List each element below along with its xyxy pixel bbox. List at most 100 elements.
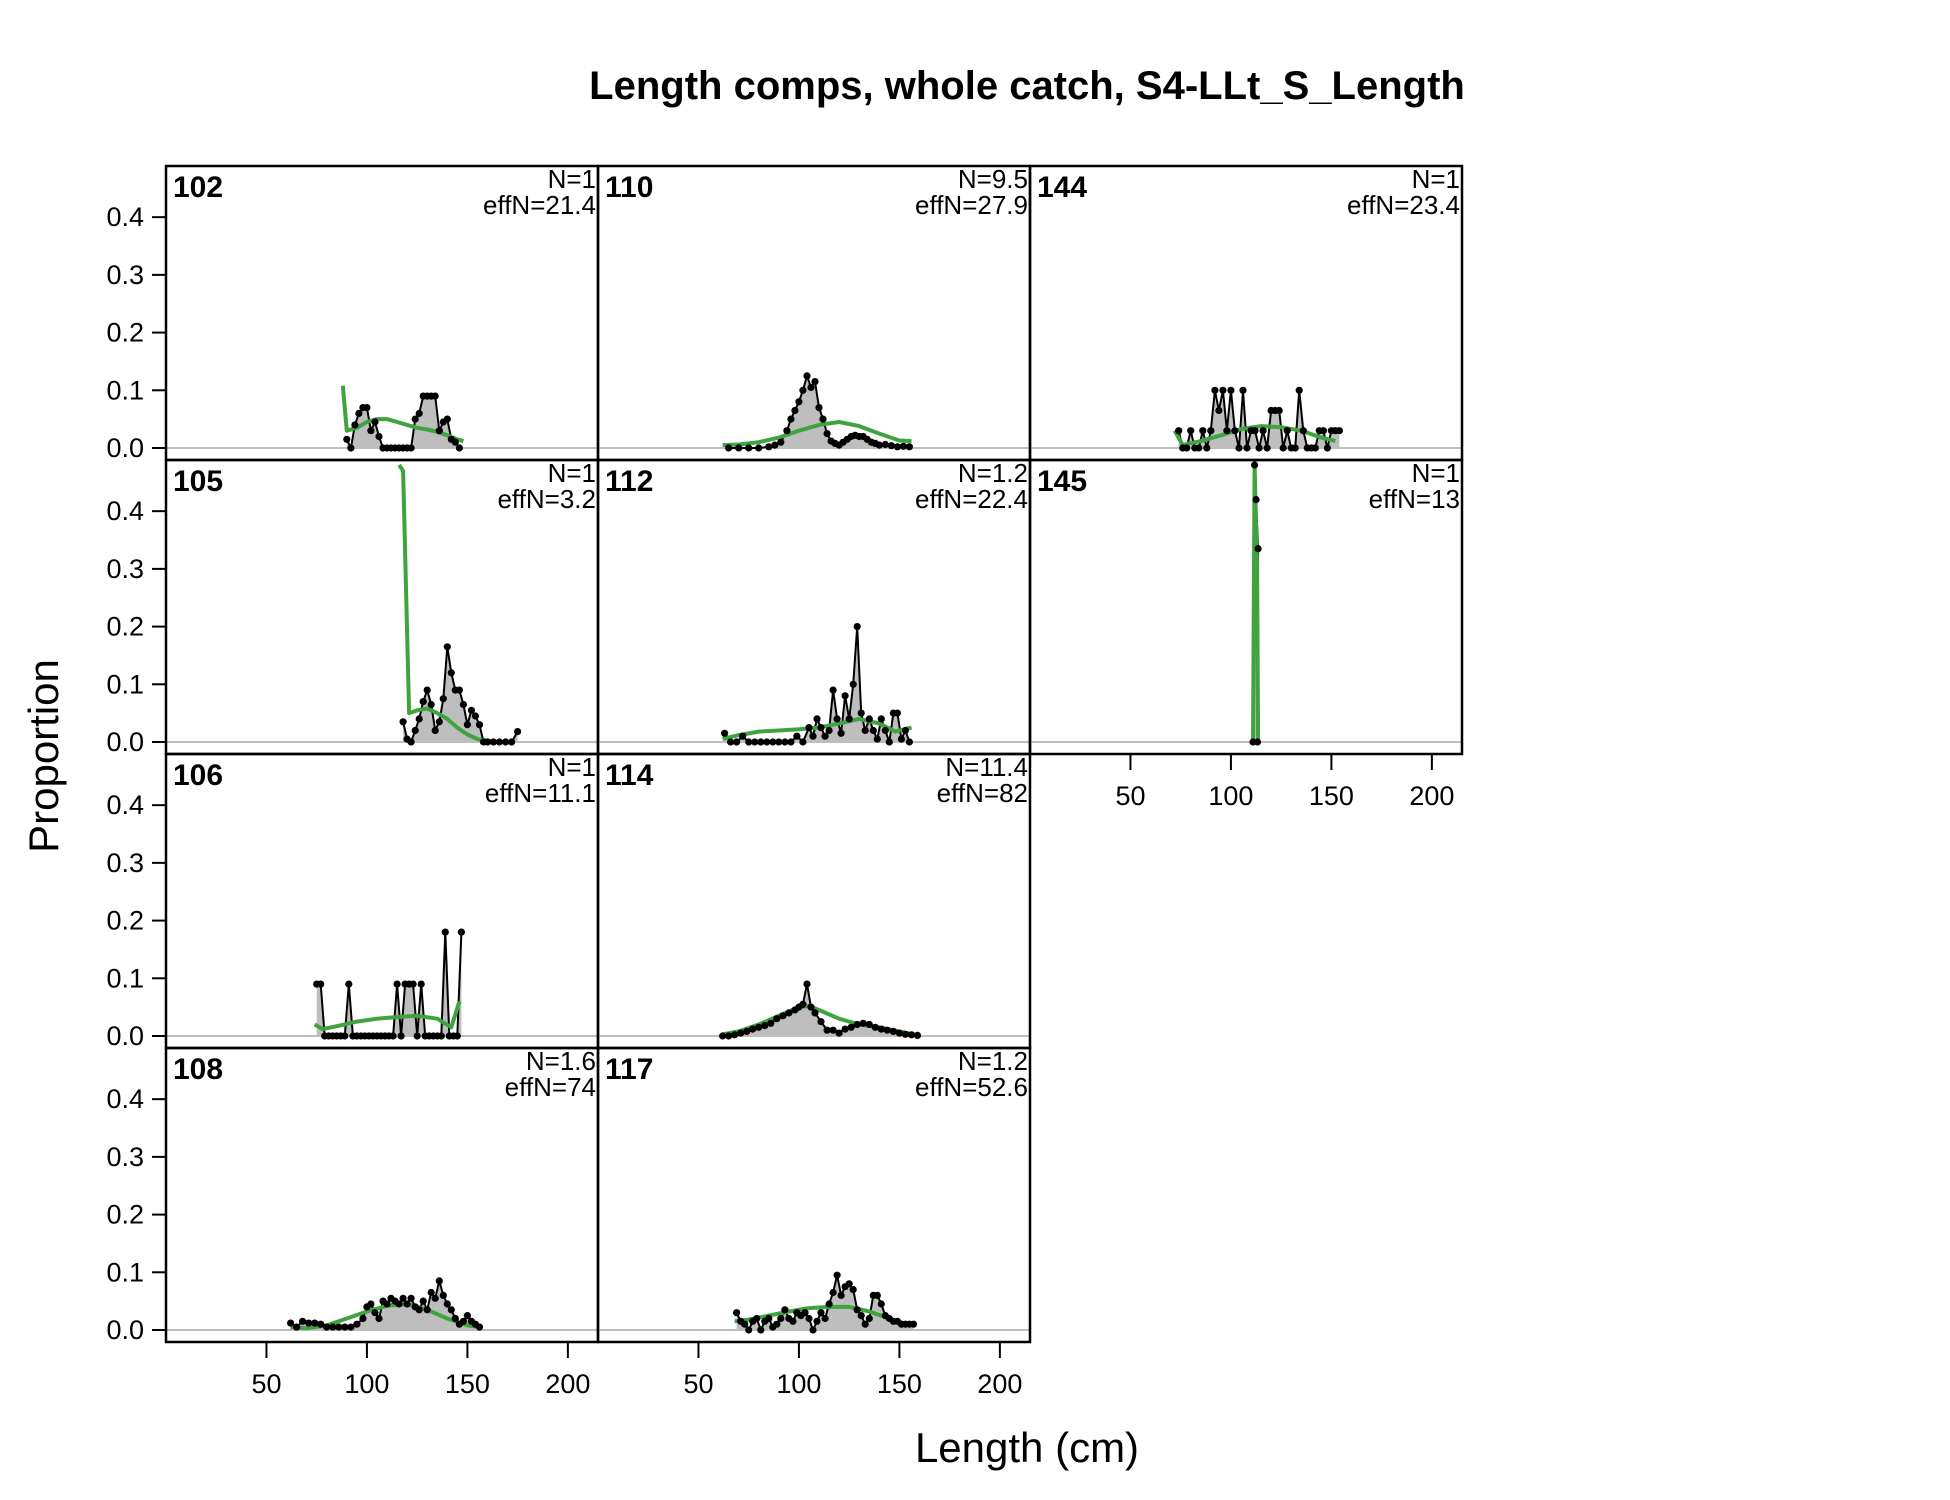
- panel-n: N=1.2: [958, 1046, 1028, 1076]
- panel-label: 108: [173, 1053, 223, 1086]
- observed-point: [779, 1012, 787, 1020]
- y-axis-title: Proportion: [20, 659, 67, 853]
- observed-point: [1259, 427, 1267, 435]
- panel-effn: effN=82: [937, 778, 1028, 808]
- y-tick-label: 0.0: [106, 433, 144, 463]
- observed-point: [859, 1019, 867, 1027]
- observed-point: [495, 738, 504, 746]
- observed-point: [439, 695, 447, 703]
- expected-line: [1251, 463, 1261, 743]
- observed-point: [415, 715, 423, 723]
- observed-point: [1211, 386, 1219, 394]
- observed-point: [329, 1323, 337, 1331]
- panel-n: N=11.4: [945, 752, 1028, 782]
- observed-point: [837, 1291, 845, 1299]
- observed-point: [739, 732, 747, 740]
- observed-point: [375, 432, 383, 441]
- observed-point: [435, 1277, 443, 1285]
- observed-point: [463, 721, 471, 729]
- observed-point: [341, 1323, 349, 1331]
- observed-point: [833, 715, 841, 723]
- observed-point: [367, 1300, 375, 1308]
- y-tick-label: 0.4: [106, 202, 144, 232]
- observed-point: [721, 729, 729, 737]
- x-tick-label: 50: [1115, 781, 1145, 811]
- observed-point: [371, 1309, 379, 1317]
- observed-point: [773, 1015, 781, 1023]
- observed-point: [895, 1029, 904, 1037]
- observed-point: [407, 1294, 415, 1302]
- y-tick-label: 0.0: [106, 1315, 144, 1345]
- observed-point: [431, 726, 439, 735]
- observed-point: [841, 692, 849, 700]
- observed-point: [359, 1314, 367, 1323]
- observed-point: [829, 1026, 837, 1034]
- observed-point: [733, 738, 741, 746]
- observed-point: [435, 718, 443, 726]
- panel-label: 110: [605, 171, 653, 204]
- observed-point: [837, 729, 845, 737]
- observed-point: [725, 1032, 733, 1040]
- observed-point: [785, 1009, 793, 1017]
- x-tick-label: 50: [683, 1369, 713, 1399]
- observed-point: [305, 1319, 313, 1327]
- observed-point: [877, 1025, 885, 1033]
- observed-point: [845, 1280, 853, 1288]
- observed-point: [881, 440, 889, 449]
- observed-point: [459, 700, 467, 709]
- observed-point: [865, 1020, 873, 1029]
- observed-point: [407, 738, 415, 746]
- observed-point: [761, 1022, 769, 1030]
- observed-point: [799, 386, 807, 394]
- observed-point: [399, 1294, 407, 1302]
- observed-area: [728, 375, 910, 448]
- observed-point: [807, 383, 815, 391]
- panel-label: 112: [605, 465, 653, 498]
- observed-point: [799, 1000, 807, 1008]
- observed-point: [751, 738, 759, 746]
- observed-point: [825, 726, 833, 735]
- observed-point: [1279, 444, 1287, 452]
- observed-point: [735, 444, 743, 452]
- x-tick-label: 100: [344, 1369, 389, 1399]
- panel-effn: effN=3.2: [497, 484, 596, 514]
- observed-point: [1251, 427, 1259, 435]
- observed-point: [311, 1319, 319, 1327]
- expected-line: [340, 385, 464, 444]
- y-tick-label: 0.2: [106, 1200, 144, 1230]
- panel-label: 145: [1037, 465, 1087, 498]
- observed-point: [441, 928, 449, 936]
- expected-line: [722, 420, 912, 448]
- observed-point: [1253, 738, 1262, 746]
- observed-point: [749, 1025, 757, 1033]
- observed-point: [745, 444, 753, 452]
- panel-label: 144: [1037, 171, 1087, 204]
- observed-point: [475, 1323, 484, 1331]
- y-tick-label: 0.2: [106, 318, 144, 348]
- observed-point: [757, 1326, 765, 1334]
- observed-point: [773, 1320, 781, 1328]
- panel-label: 117: [605, 1053, 653, 1086]
- observed-point: [1243, 444, 1251, 452]
- observed-point: [299, 1317, 307, 1325]
- panel-n: N=1.6: [526, 1046, 596, 1076]
- observed-point: [795, 398, 803, 406]
- observed-point: [1283, 427, 1291, 435]
- observed-point: [719, 1032, 727, 1040]
- observed-point: [725, 444, 733, 452]
- observed-point: [1227, 386, 1235, 394]
- observed-point: [455, 444, 463, 452]
- observed-point: [1323, 444, 1331, 452]
- observed-point: [909, 1320, 918, 1328]
- observed-point: [508, 738, 516, 746]
- observed-point: [801, 1309, 809, 1317]
- observed-point: [443, 415, 451, 423]
- observed-point: [765, 443, 773, 451]
- observed-point: [901, 726, 910, 735]
- y-tick-label: 0.4: [106, 790, 144, 820]
